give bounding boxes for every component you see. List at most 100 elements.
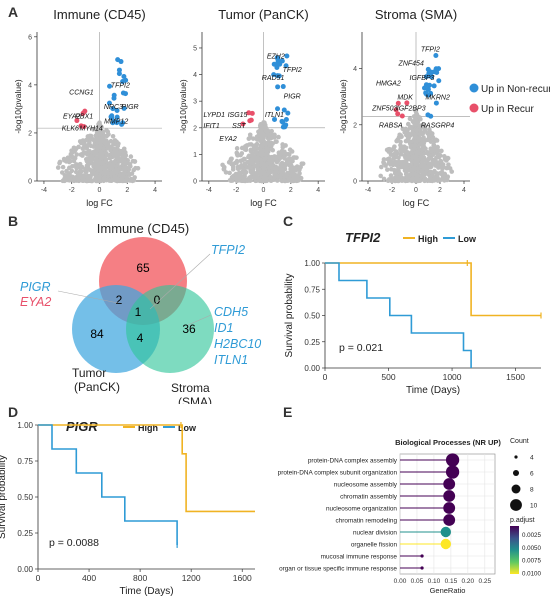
volcano-point-0-545 (74, 152, 80, 157)
volcano-point-0-488 (105, 145, 110, 150)
volcano-sig-nonrecur-1-2 (283, 117, 289, 123)
volcano-point-1-615 (259, 178, 265, 184)
go-colorbar-label-0: 0.0025 (522, 532, 541, 539)
go-xtick-label-0.05: 0.05 (411, 578, 424, 585)
volcano-point-2-627 (417, 177, 422, 183)
volcano-gene-label-2-8: RABSA (379, 123, 403, 130)
volcano-point-0-629 (112, 176, 118, 181)
volcano-point-0-497 (87, 148, 92, 154)
volcano-point-1-502 (249, 152, 255, 158)
venn-label-tumor-line2: (PanCK) (74, 380, 120, 394)
volcano-sig-nonrecur-2-23 (425, 66, 431, 72)
go-dot-3 (443, 490, 456, 502)
volcano-gene-label-1-9: EYA2 (219, 136, 237, 143)
volcano-point-2-648 (426, 152, 432, 157)
volcano-point-0-499 (78, 140, 84, 146)
panel-letter-b: B (8, 213, 19, 229)
km-pigr-curve-low (38, 424, 178, 545)
volcano-ytick-label-1-3: 3 (193, 99, 197, 106)
volcano-sig-nonrecur-1-25 (280, 124, 286, 130)
volcano-point-2-199 (447, 166, 453, 171)
volcano-point-2-577 (405, 131, 411, 136)
go-dot-1 (445, 465, 460, 479)
volcano-point-2-647 (435, 175, 440, 181)
volcano-point-2-531 (420, 122, 426, 128)
volcano-sig-recur-0-4 (81, 124, 87, 130)
go-xtick-label-0.1: 0.10 (428, 578, 441, 585)
callout-gene-cdh5: CDH5 (214, 305, 248, 319)
go-title: Biological Processes (NR UP) (395, 438, 501, 447)
volcano-point-0-522 (108, 144, 114, 150)
volcano-gene-label-1-6: ITLN1 (265, 112, 284, 119)
volcano-point-2-536 (418, 131, 423, 136)
volcano-sig-nonrecur-2-24 (425, 112, 431, 118)
volcano-gene-label-0-0: TFPI2 (111, 82, 130, 89)
km-tfpi2-legend-label-high: High (418, 234, 438, 244)
volcano-point-2-618 (389, 176, 395, 182)
go-xtick-label-0.15: 0.15 (445, 578, 458, 585)
km-pigr-legend-label-low: Low (178, 423, 197, 433)
volcano-point-1-599 (226, 160, 232, 165)
volcano-point-0-568 (118, 176, 124, 182)
volcano-gene-label-1-4: LYPD1 (204, 112, 226, 119)
volcano-point-0-636 (97, 144, 102, 150)
volcano-sig-nonrecur-0-3 (121, 105, 127, 111)
volcano-point-0-633 (72, 147, 78, 153)
volcano-point-2-601 (416, 137, 421, 143)
go-term-label-6: nuclear division (353, 529, 397, 536)
volcano-point-1-382 (223, 170, 229, 175)
km-pigr-xtick-label-1600: 1600 (233, 573, 252, 583)
volcano-point-0-640 (104, 138, 109, 143)
go-colorbar (510, 526, 519, 574)
volcano-sig-nonrecur-0-1 (118, 59, 124, 65)
volcano-point-2-573 (430, 152, 436, 158)
volcano-point-2-615 (401, 146, 407, 151)
volcano-point-2-602 (413, 162, 419, 167)
go-term-label-2: nucleosome assembly (334, 481, 398, 488)
volcano-point-2-532 (405, 121, 411, 127)
volcano-point-1-580 (269, 140, 275, 146)
km-tfpi2-xtick-label-500: 500 (381, 372, 395, 382)
volcano-ylabel-1: -log10(pvalue) (178, 79, 188, 134)
volcano-point-0-492 (114, 155, 120, 161)
km-pigr-ylabel: Survival probability (0, 455, 8, 539)
volcano-xtick-label-1-2: 2 (289, 187, 293, 194)
volcano-point-1-649 (262, 156, 268, 161)
volcano-point-0-626 (104, 133, 110, 139)
volcano-gene-label-1-7: IFIT1 (203, 123, 219, 130)
callout-tfpi2: TFPI2 (211, 243, 245, 257)
volcano-point-2-479 (406, 135, 412, 140)
volcano-sig-nonrecur-0-4 (121, 73, 127, 79)
volcano-point-1-494 (245, 160, 250, 165)
volcano-point-0-342 (73, 169, 79, 175)
volcano-ytick-label-0-2: 2 (28, 130, 32, 137)
volcano-point-2-568 (430, 159, 435, 165)
km-pigr-ytick-label-1: 1.00 (17, 421, 33, 430)
volcano-point-0-66 (67, 158, 73, 164)
venn-label-tumor-line1: Tumor (72, 366, 106, 380)
volcano-gene-label-0-5: PBX1 (75, 114, 93, 121)
go-dot-0 (445, 453, 460, 467)
volcano-gene-label-0-6: MMP12 (104, 118, 128, 125)
volcano-gene-label-0-2: NRC3 (104, 104, 123, 111)
volcano-point-2-530 (407, 140, 413, 145)
volcano-point-0-619 (98, 148, 103, 154)
volcano-point-2-246 (398, 151, 404, 157)
volcano-point-2-315 (385, 167, 390, 172)
volcano-point-0-436 (60, 164, 66, 170)
volcano-ytick-label-2-2: 2 (353, 122, 357, 129)
venn-label-stroma-line1: Stroma (171, 381, 210, 395)
volcano-xtick-label-0--4: -4 (41, 187, 47, 194)
volcano-point-1-215 (227, 170, 232, 176)
volcano-point-1-569 (257, 157, 263, 162)
volcano-gene-label-1-5: ISG15 (228, 112, 248, 119)
go-dot-9 (420, 566, 424, 570)
volcano-point-1-525 (251, 156, 256, 162)
volcano-point-1-557 (274, 173, 280, 179)
km-tfpi2-curve-high (325, 262, 541, 317)
volcano-point-2-631 (405, 177, 410, 183)
go-size-legend-label-4: 4 (530, 455, 534, 462)
volcano-point-1-623 (245, 178, 250, 183)
km-tfpi2-ytick-label-0.75: 0.75 (304, 285, 320, 294)
volcano-sig-nonrecur-0-10 (110, 106, 116, 112)
